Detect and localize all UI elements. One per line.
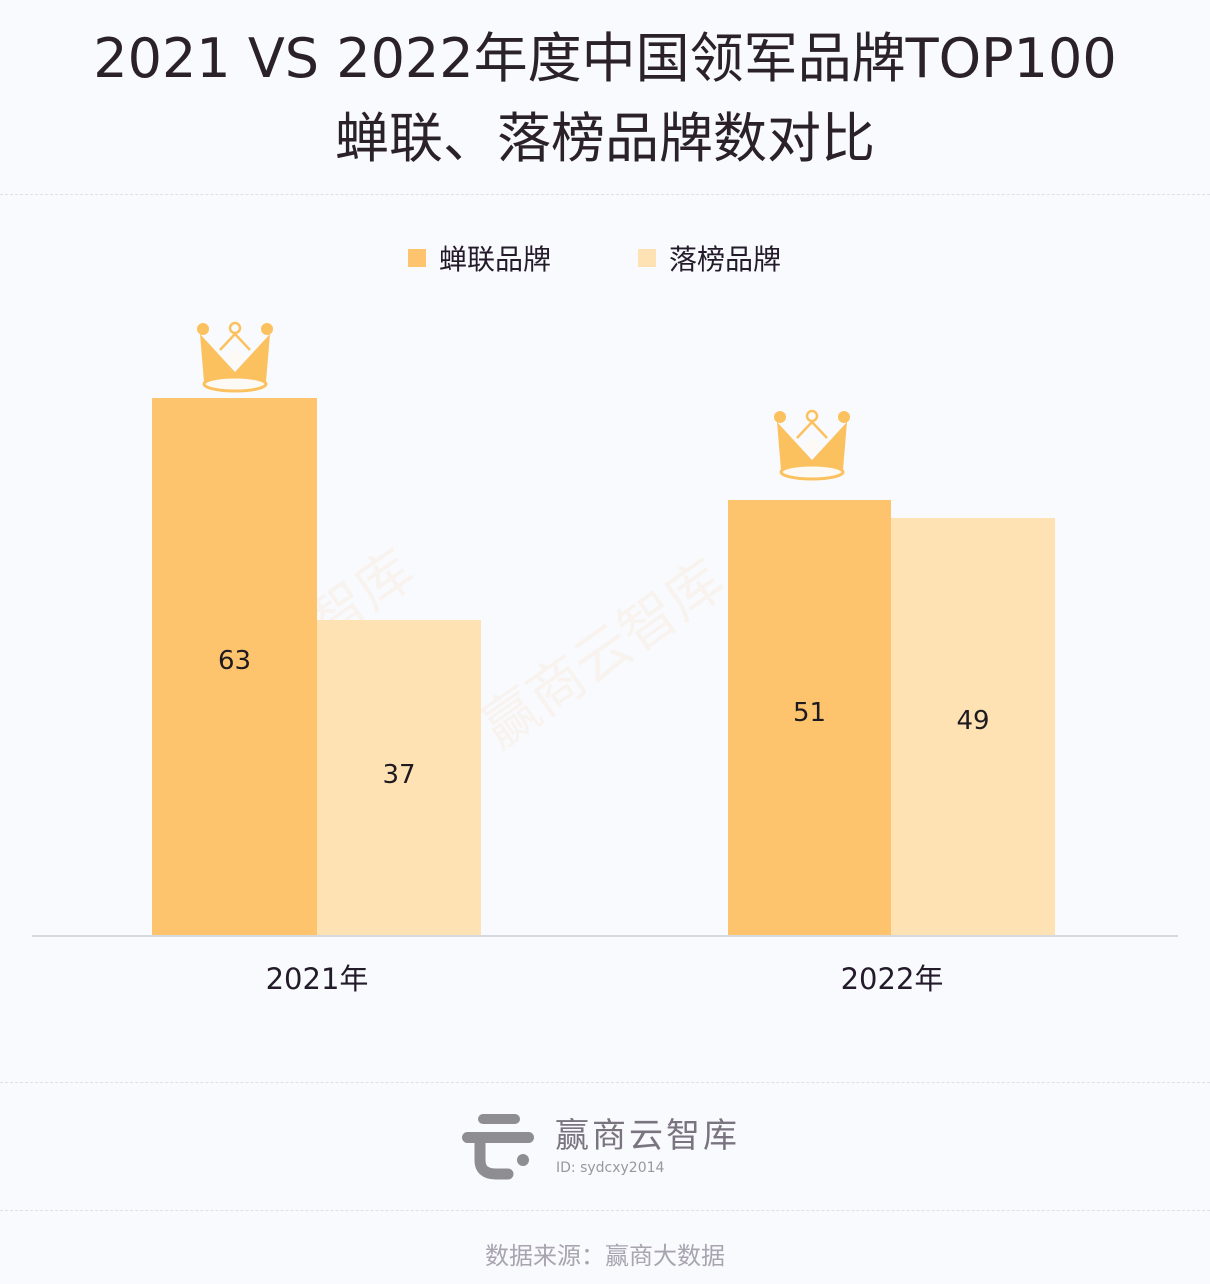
brand-id: ID: sydcxy2014 (556, 1160, 665, 1176)
chart-title-line-2: 蝉联、落榜品牌数对比 (335, 107, 875, 170)
bar-value-label: 51 (792, 698, 827, 728)
brand-name: 赢商云智库 (555, 1116, 740, 1156)
legend-label-dropped: 落榜品牌 (669, 243, 782, 276)
bar-2022-retained: 51 (728, 500, 891, 936)
bar-value-label: 49 (956, 706, 990, 736)
divider-bottom (0, 1210, 1210, 1211)
crown-icon (197, 321, 273, 393)
watermark: 赢商云智库 (469, 547, 737, 762)
data-source-note: 数据来源：赢商大数据 (485, 1242, 725, 1270)
brand-logo-icon (462, 1114, 534, 1180)
divider-middle (0, 1082, 1210, 1083)
bar-value-label: 37 (382, 760, 416, 790)
legend-swatch-dropped (638, 249, 656, 267)
crown-icon (774, 409, 850, 481)
legend-label-retained: 蝉联品牌 (439, 243, 552, 276)
chart-title-line-1: 2021 VS 2022年度中国领军品牌TOP100 (93, 27, 1117, 90)
x-axis-line (32, 935, 1178, 937)
bar-2022-dropped: 49 (891, 518, 1055, 936)
x-axis-label-2022: 2022年 (840, 962, 944, 996)
x-axis-label-2021: 2021年 (265, 962, 369, 996)
divider-top (0, 194, 1210, 195)
legend-item-retained: 蝉联品牌 (408, 238, 551, 278)
legend-swatch-retained (408, 249, 426, 267)
chart-legend: 蝉联品牌 落榜品牌 (0, 238, 1210, 278)
bar-2021-retained: 63 (152, 398, 317, 936)
bar-value-label: 63 (217, 646, 252, 676)
legend-item-dropped: 落榜品牌 (638, 238, 781, 278)
bar-2021-dropped: 37 (317, 620, 481, 936)
